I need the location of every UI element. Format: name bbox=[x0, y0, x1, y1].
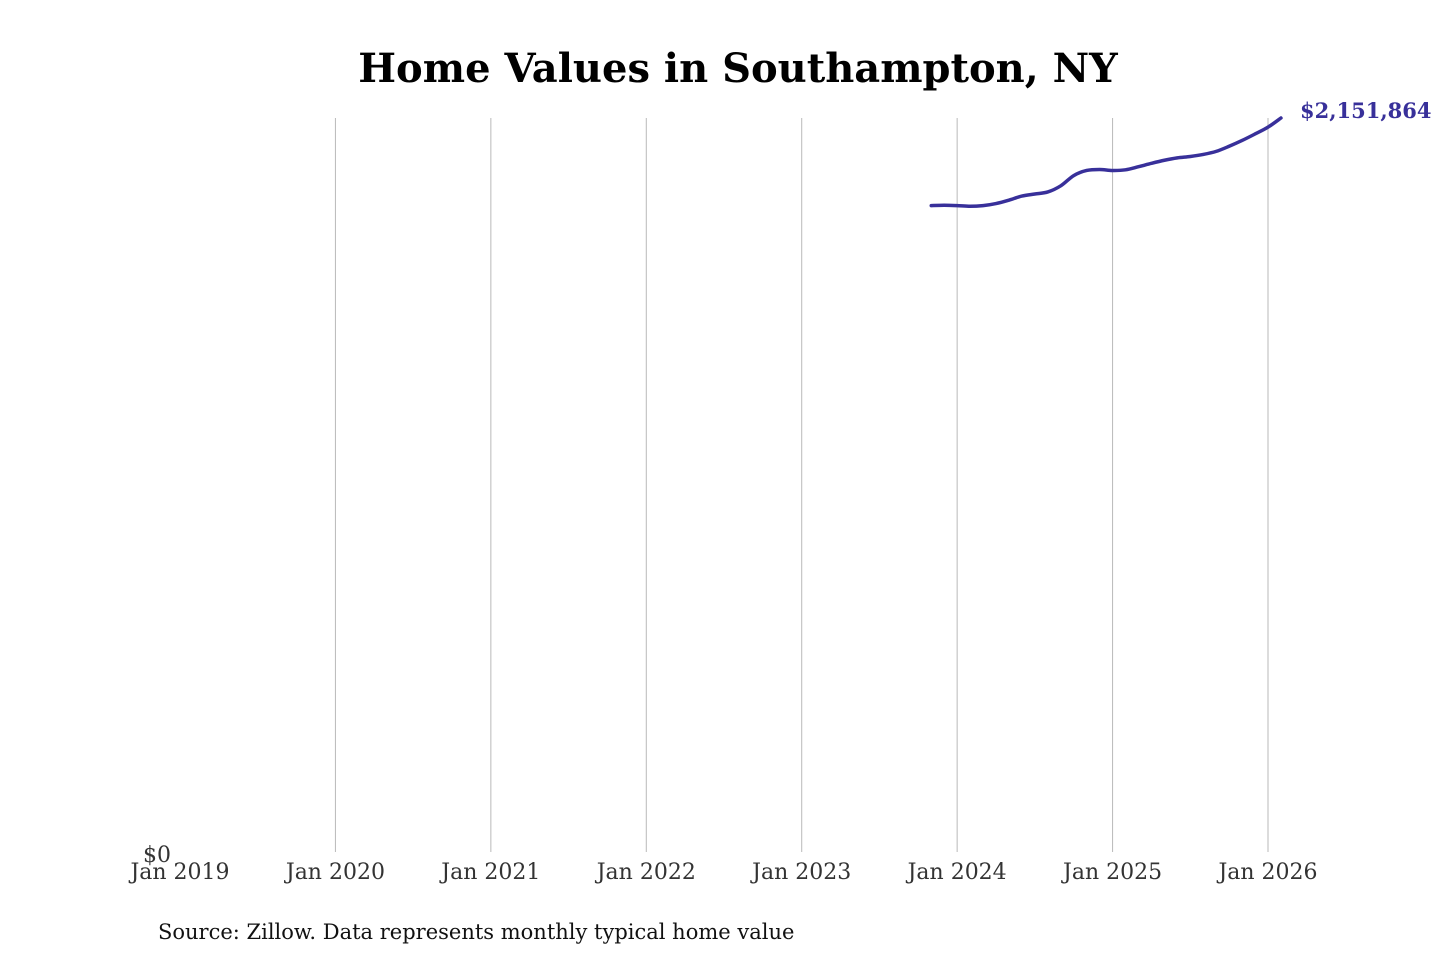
end-value-label: $2,151,864 bbox=[1300, 98, 1432, 123]
grid-lines bbox=[334, 118, 1269, 852]
home-value-line bbox=[929, 116, 1283, 209]
chart-title: Home Values in Southampton, NY bbox=[358, 45, 1118, 92]
y-tick-label: $0 bbox=[143, 843, 171, 868]
x-tick-label: Jan 2021 bbox=[439, 860, 540, 885]
x-tick-label: Jan 2023 bbox=[750, 860, 851, 885]
y-axis-ticks: $0 bbox=[143, 843, 171, 868]
x-tick-label: Jan 2019 bbox=[128, 860, 229, 885]
source-note: Source: Zillow. Data represents monthly … bbox=[158, 920, 794, 944]
x-axis-ticks: Jan 2019 Jan 2020 Jan 2021 Jan 2022 Jan 2023… bbox=[128, 860, 1317, 885]
x-tick-label: Jan 2026 bbox=[1216, 860, 1317, 885]
x-tick-label: Jan 2022 bbox=[595, 860, 696, 885]
series-layer bbox=[929, 116, 1283, 209]
x-tick-label: Jan 2024 bbox=[906, 860, 1007, 885]
x-tick-label: Jan 2025 bbox=[1061, 860, 1162, 885]
x-tick-label: Jan 2020 bbox=[284, 860, 385, 885]
